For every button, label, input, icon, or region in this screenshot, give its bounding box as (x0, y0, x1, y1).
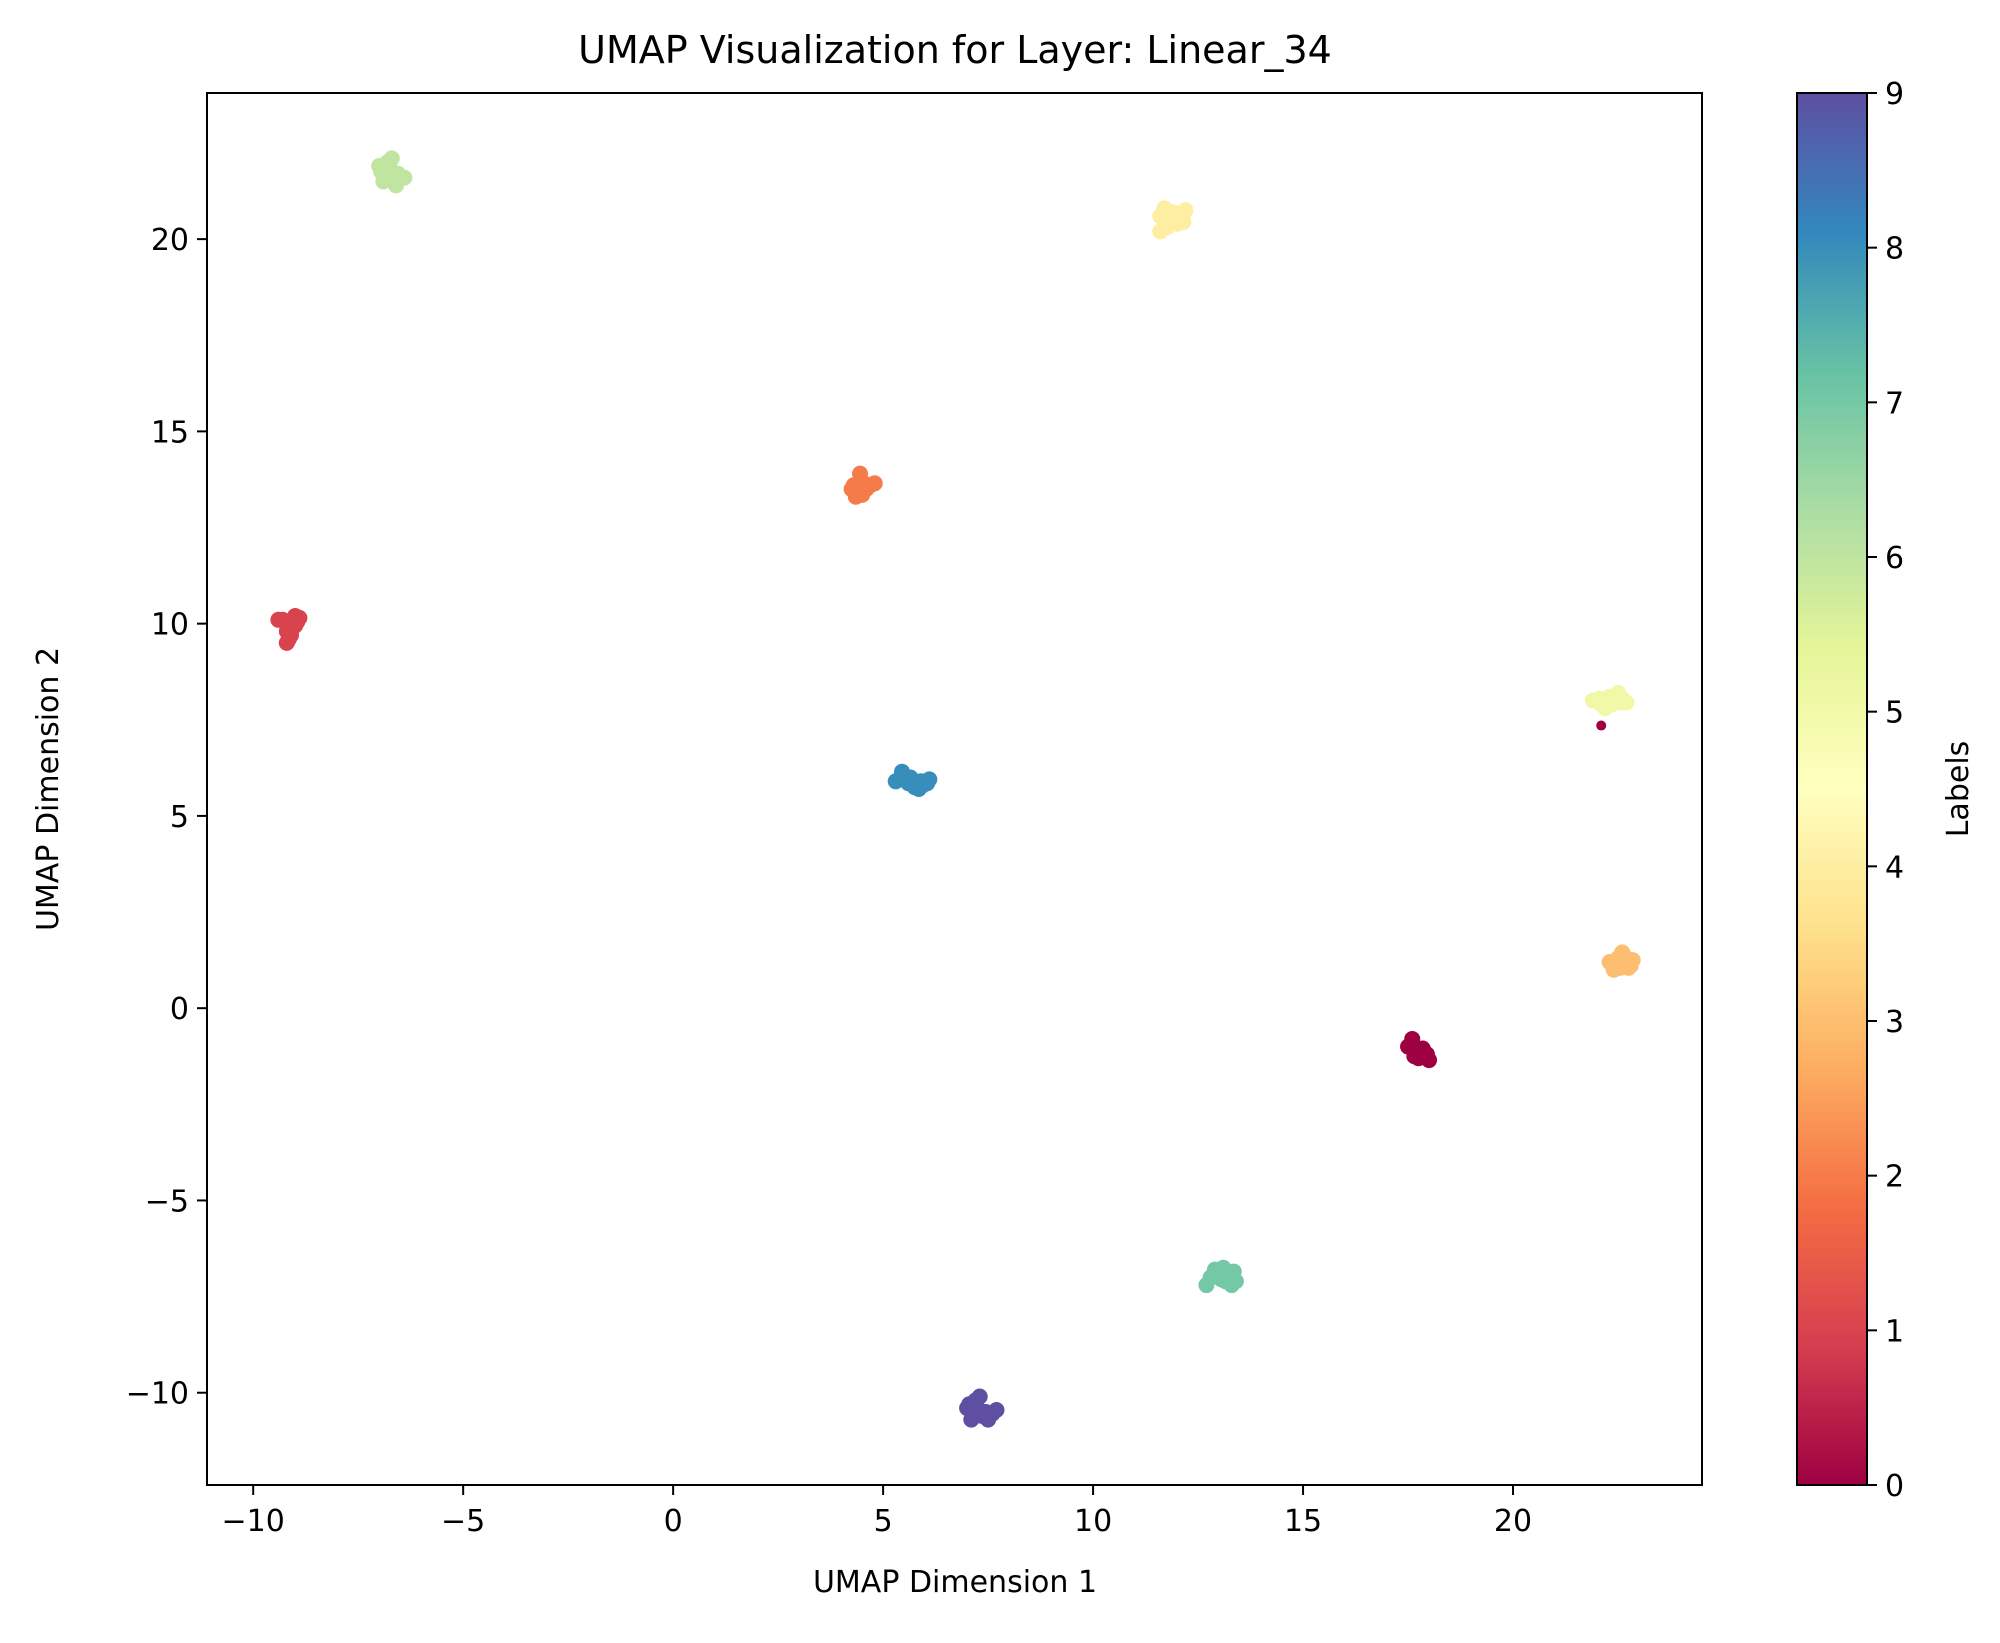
chart-title: UMAP Visualization for Layer: Linear_34 (578, 28, 1332, 72)
colorbar-tick-label: 6 (1885, 541, 1904, 576)
x-tick-label: 20 (1494, 1504, 1532, 1539)
x-tick-label: 5 (874, 1504, 893, 1539)
scatter-point-label-3 (1620, 959, 1637, 976)
colorbar-tick-label: 1 (1885, 1314, 1904, 1349)
y-axis-ticks: −10 −5 0 5 10 15 20 (126, 223, 207, 1412)
colorbar-tick-label: 4 (1885, 850, 1904, 885)
scatter-point-label-2 (866, 475, 883, 492)
scatter-point-label-8 (902, 769, 919, 786)
scatter-point-label-2 (849, 475, 866, 492)
scatter-point-label-4 (1162, 206, 1179, 223)
x-tick-label: −10 (222, 1504, 285, 1539)
colorbar (1796, 92, 1868, 1486)
scatter-point-label-5 (1591, 690, 1608, 707)
x-tick-label: 0 (664, 1504, 683, 1539)
scatter-point-label-8 (915, 777, 932, 794)
y-axis-label: UMAP Dimension 2 (31, 647, 66, 931)
scatter-point-label-6 (373, 163, 390, 180)
colorbar-tick-label: 2 (1885, 1160, 1904, 1195)
scatter-point-label-1 (287, 617, 304, 634)
scatter-point-label-4 (1175, 213, 1192, 230)
scatter-point-label-6 (390, 165, 407, 182)
scatter-point-label-7 (1213, 1271, 1230, 1288)
colorbar-tick-label: 9 (1885, 77, 1904, 112)
colorbar-tick-label: 5 (1885, 696, 1904, 731)
y-tick-label: −5 (145, 1184, 189, 1219)
colorbar-label: Labels (1941, 741, 1976, 838)
scatter-point-label-5 (1603, 696, 1620, 713)
scatter-point-label-3 (1607, 952, 1624, 969)
y-tick-label: 0 (170, 992, 189, 1027)
scatter-point-label-9 (977, 1403, 994, 1420)
colorbar-tick-label: 7 (1885, 386, 1904, 421)
y-tick-label: 20 (151, 223, 189, 258)
x-tick-label: 10 (1074, 1504, 1112, 1539)
scatter-point-label-4 (1158, 219, 1175, 236)
x-tick-label: 15 (1284, 1504, 1322, 1539)
scatter-points (270, 150, 1641, 1428)
scatter-point-label-6 (383, 150, 400, 167)
x-tick-label: −5 (441, 1504, 485, 1539)
scatter-point-label-0 (1418, 1046, 1435, 1063)
scatter-point-label-0 (1404, 1040, 1421, 1057)
x-axis-label: UMAP Dimension 1 (813, 1565, 1097, 1600)
y-tick-label: −10 (126, 1377, 189, 1412)
y-tick-label: 5 (170, 800, 189, 835)
scatter-point-label-1 (270, 611, 287, 628)
y-tick-label: 15 (151, 415, 189, 450)
colorbar-tick-label: 0 (1885, 1469, 1904, 1504)
colorbar-tick-label: 3 (1885, 1005, 1904, 1040)
scatter-point-label-0 (1596, 720, 1607, 731)
x-axis-ticks: −10 −5 0 5 10 15 20 (222, 1485, 1532, 1539)
plot-area-frame (206, 92, 1703, 1486)
colorbar-ticks: 0 1 2 3 4 5 6 7 8 9 (1867, 77, 1904, 1504)
y-tick-label: 10 (151, 608, 189, 643)
colorbar-tick-label: 8 (1885, 232, 1904, 267)
